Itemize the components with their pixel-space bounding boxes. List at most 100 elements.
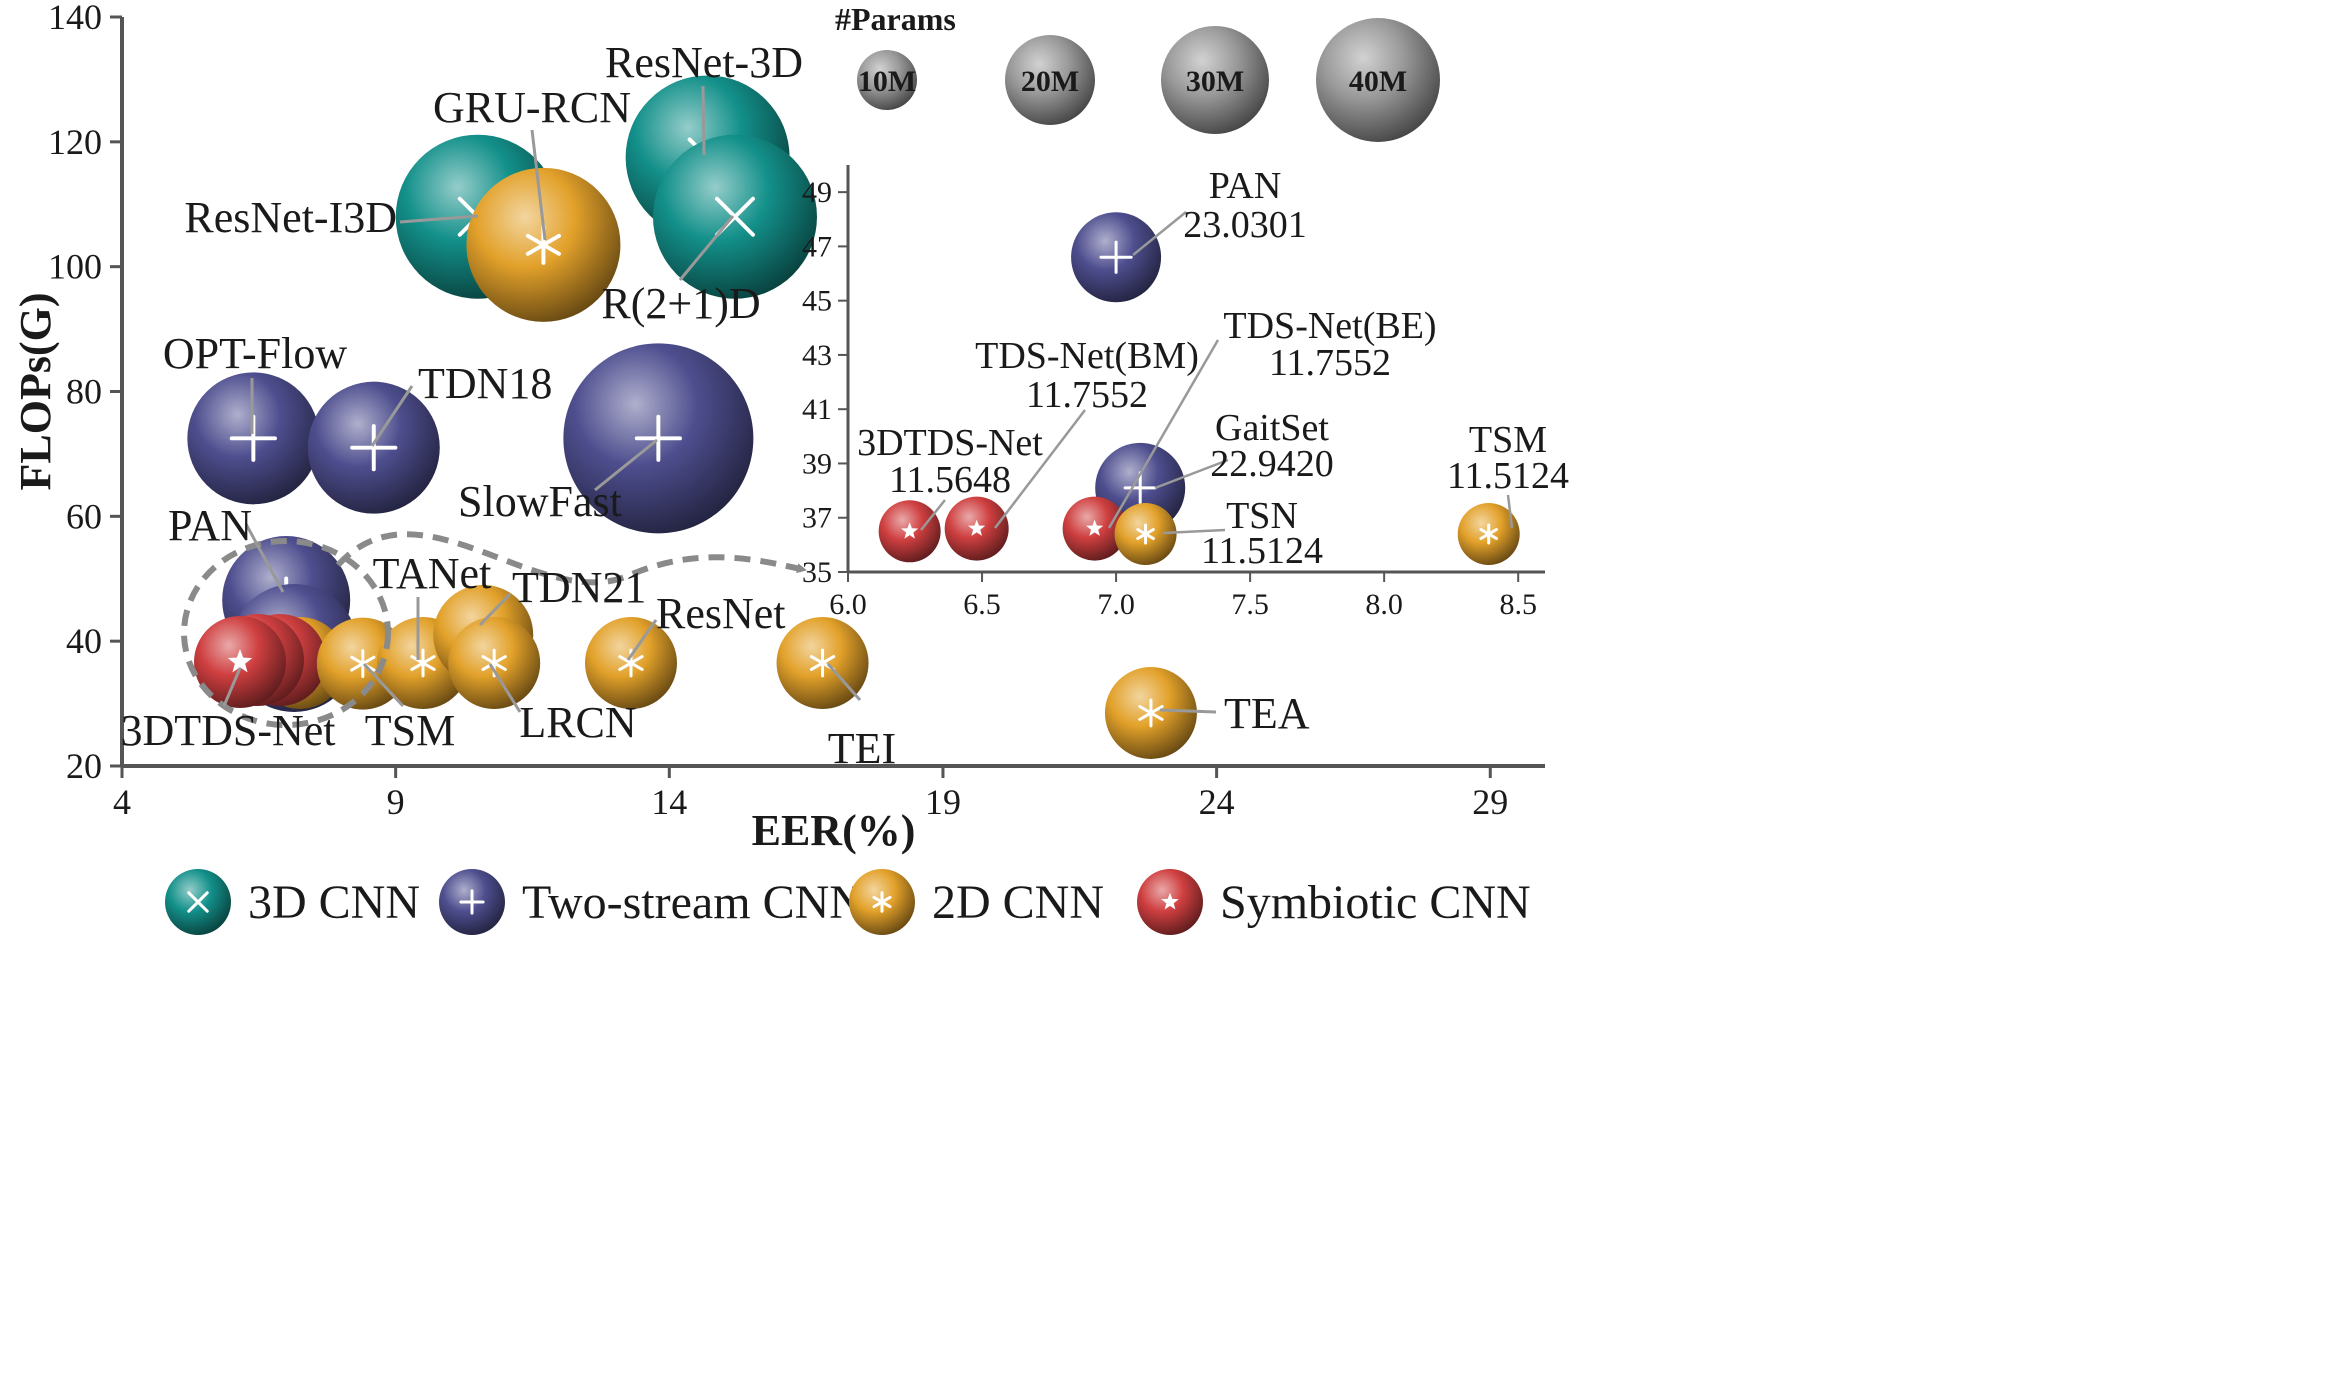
size-label: 30M [1186, 65, 1244, 98]
asterisk-marker-line [872, 895, 892, 909]
legend-label: Symbiotic CNN [1220, 876, 1531, 929]
leader-line [678, 215, 735, 281]
point-label: ResNet [656, 589, 786, 638]
inset-bubble-tsn [1114, 503, 1177, 566]
point-label: R(2+1)D [601, 279, 760, 328]
leader-line [701, 85, 706, 156]
inset-leader-line [1506, 494, 1514, 529]
inset-point-params: 23.0301 [1183, 204, 1307, 246]
size-bubble [1316, 18, 1440, 142]
x-axis-title: EER(%) [752, 806, 916, 855]
main-bubbles [187, 75, 1197, 759]
legend-label: 3D CNN [248, 876, 420, 929]
inset-point-params: 11.5648 [889, 459, 1011, 501]
inset-x-tick-label: 8.0 [1365, 588, 1403, 621]
asterisk-marker-line [1479, 528, 1498, 541]
leader-line [244, 523, 285, 593]
inset-point-name: TDS-Net(BE) [1223, 305, 1436, 347]
inset-point-name: TDS-Net(BM) [975, 335, 1199, 377]
inset-y-tick-label: 47 [802, 230, 832, 263]
bubble-tea [1104, 666, 1197, 759]
inset-leader-line [1107, 339, 1220, 529]
inset-annotations: PAN23.0301TDS-Net(BM)11.7552TDS-Net(BE)1… [857, 165, 1569, 572]
size-label: 40M [1349, 65, 1407, 98]
asterisk-marker-line [350, 655, 376, 672]
legend-label: Two-stream CNN [522, 876, 864, 929]
inset-bubble-tds-net-be- [1062, 496, 1127, 561]
legend-swatch [439, 869, 505, 935]
y-tick-label: 140 [48, 0, 102, 37]
legend-item-2d: 2D CNN [849, 869, 1104, 935]
asterisk-marker-line [410, 655, 436, 671]
inset-point-params: 11.5124 [1447, 455, 1569, 497]
legend-label: 2D CNN [932, 876, 1104, 929]
star-marker [1161, 892, 1179, 910]
bubble-resnet [584, 617, 677, 710]
inset-x-tick-label: 6.0 [829, 588, 867, 621]
bubble-3dtds-net [194, 616, 286, 708]
point-label: SlowFast [458, 477, 622, 526]
point-label: TDN18 [418, 359, 552, 408]
inset-y-tick-label: 45 [802, 285, 832, 318]
legend-item-two: Two-stream CNN [439, 869, 864, 935]
inset-x-tick-label: 7.0 [1097, 588, 1135, 621]
params-size-10m: 10M [857, 50, 917, 110]
leader-line [626, 619, 658, 661]
inset-leader-line [920, 499, 946, 531]
bubble-tdn18 [307, 381, 440, 514]
legend-item-3d: 3D CNN [165, 869, 420, 935]
point-label: ResNet-3D [605, 38, 803, 87]
legend-item-sym: Symbiotic CNN [1137, 869, 1531, 935]
inset-y-tick-label: 37 [802, 502, 832, 535]
inset-y-tick-label: 41 [802, 393, 832, 426]
params-size-20m: 20M [1005, 35, 1095, 125]
inset-point-params: 11.5124 [1201, 530, 1323, 572]
point-label: TEA [1224, 689, 1310, 738]
asterisk-marker-line [618, 655, 644, 671]
point-label: OPT-Flow [163, 329, 347, 378]
x-tick-label: 19 [925, 782, 961, 822]
y-tick-label: 120 [48, 122, 102, 162]
category-legend: 3D CNN Two-stream CNN 2D CNN Symbiotic CNN [165, 869, 1531, 935]
zoom-region-ellipse [181, 538, 391, 728]
leader-line [488, 663, 522, 713]
point-label: GRU-RCN [433, 83, 631, 132]
inset-bubble-pan [1071, 212, 1162, 303]
bubble-slowfast [563, 343, 754, 534]
params-size-30m: 30M [1161, 26, 1269, 134]
point-label: LRCN [519, 698, 636, 747]
leader-line [399, 214, 479, 224]
star-marker [968, 519, 986, 536]
leader-line [826, 663, 862, 701]
inset-point-params: 22.9420 [1210, 443, 1334, 485]
x-tick-label: 14 [651, 782, 687, 822]
inset-y-tick-label: 39 [802, 447, 832, 480]
inset-x-tick-label: 8.5 [1499, 588, 1537, 621]
leader-line [530, 129, 547, 241]
y-tick-label: 80 [66, 372, 102, 412]
params-size-40m: 40M [1316, 18, 1440, 142]
bubble-r-2-1-d [652, 134, 817, 299]
bubble-lrcn [448, 617, 541, 710]
inset-bubble-tsm [1457, 503, 1520, 566]
inset-y-tick-label: 35 [802, 556, 832, 589]
asterisk-marker-line [1136, 528, 1155, 541]
inset-point-params: 11.7552 [1269, 342, 1391, 384]
inset-y-tick-label: 43 [802, 339, 832, 372]
asterisk-marker-line [525, 233, 561, 256]
inset-point-name: TSM [1469, 419, 1547, 461]
star-marker [227, 649, 253, 673]
inset-plot: 6.0 6.5 7.0 7.5 8.0 8.5 35 37 39 41 43 45 47 49 PAN23.… [802, 165, 1569, 621]
inset-point-name: GaitSet [1215, 407, 1329, 449]
inset-leader-line [1162, 528, 1226, 535]
star-marker [1086, 519, 1104, 536]
asterisk-marker-line [481, 655, 507, 671]
inset-leader-line [1154, 458, 1229, 490]
size-bubble [1161, 26, 1269, 134]
inset-bubble-3dtds-net [878, 500, 941, 563]
bubble-gru-rcn [466, 167, 621, 322]
leader-line [478, 592, 512, 627]
inset-point-params: 11.7552 [1026, 374, 1148, 416]
